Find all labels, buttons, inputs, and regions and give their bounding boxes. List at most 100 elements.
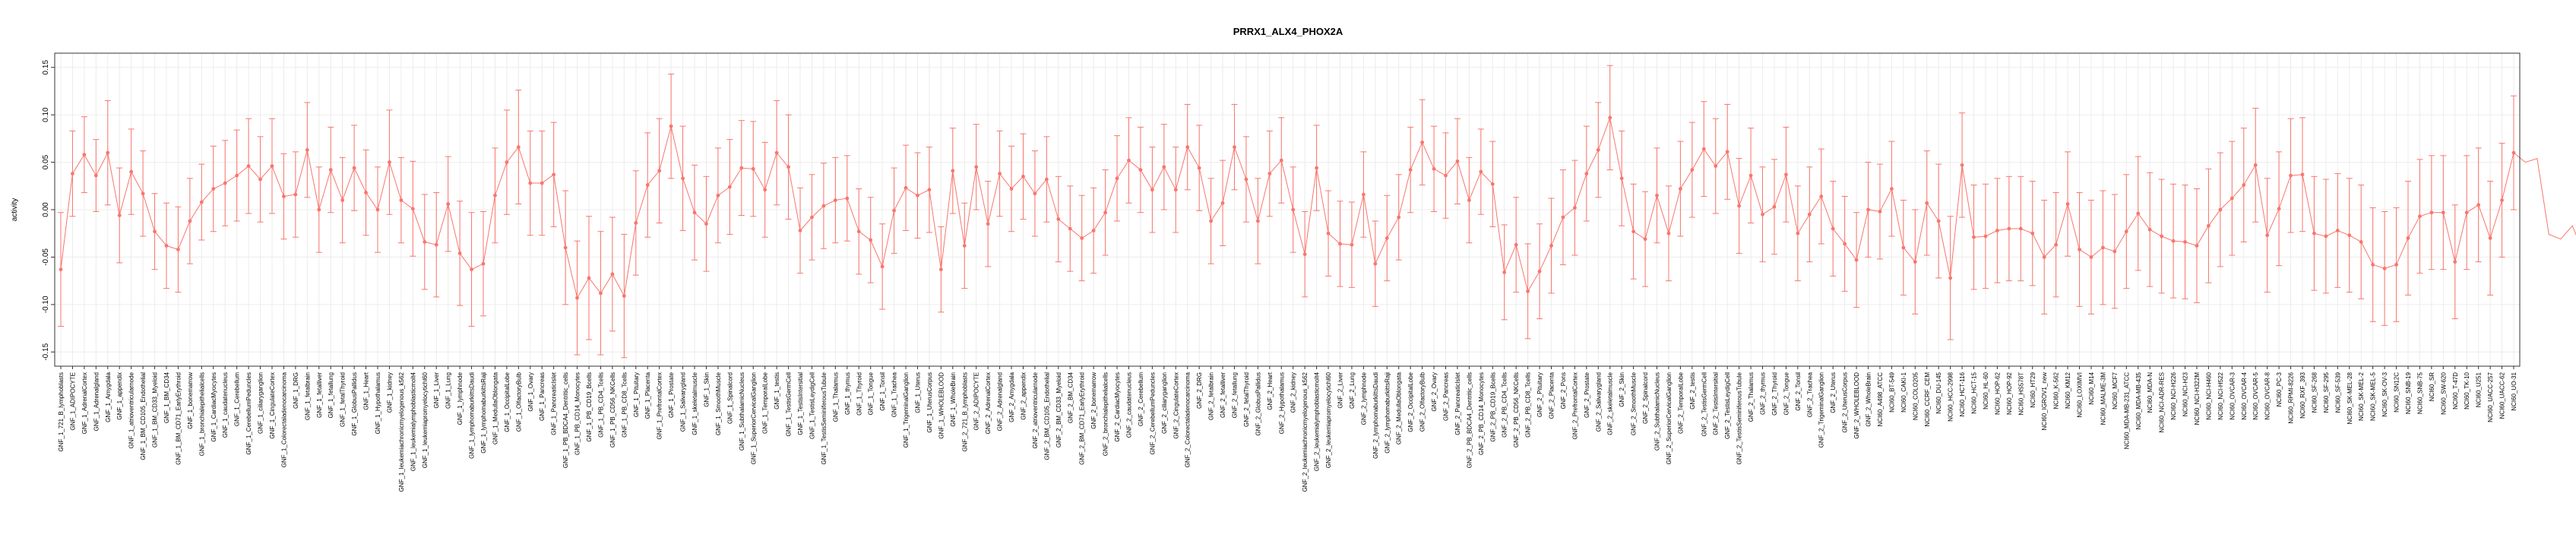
x-tick-label: GNF_2_Salivarygland — [1595, 372, 1602, 432]
x-tick-label: GNF_1_TestisSeminiferousTubule — [821, 372, 828, 464]
x-tick-label: GNF_2_leukemialymphoblasticmolt4 — [1314, 372, 1321, 471]
x-tick-label: GNF_1_Placenta — [644, 372, 651, 419]
data-point — [493, 193, 497, 198]
data-point — [1526, 289, 1530, 293]
y-axis-label: activity — [11, 198, 19, 222]
data-point — [305, 147, 309, 152]
data-point — [774, 150, 779, 155]
x-tick-label: NCI60_OVCAR-8 — [2264, 372, 2271, 419]
x-tick-label: GNF_1_Amygdala — [105, 372, 112, 422]
x-tick-label: GNF_2_CingulateCortex — [1172, 372, 1179, 439]
data-point — [481, 261, 486, 266]
data-point — [2030, 231, 2035, 236]
x-tick-label: GNF_2_lymphnode — [1360, 372, 1367, 425]
x-tick-label: GNF_1_UterusCorpus — [926, 372, 933, 433]
x-tick-label: GNF_1_caudatenucleus — [222, 372, 229, 438]
x-tick-label: GNF_1_PB_CD56_NKCells — [609, 372, 616, 447]
x-tick-label: GNF_1_fetallung — [328, 372, 334, 418]
data-point — [739, 166, 744, 170]
data-point — [856, 229, 861, 234]
x-tick-label: GNF_2_PB_CD4_Tcells — [1502, 372, 1508, 438]
x-tick-label: GNF_2_Uterus — [1830, 372, 1837, 413]
x-tick-label: GNF_1_bronchialepithelialcells — [198, 372, 205, 456]
x-tick-label: GNF_2_ADIPOCYTE — [973, 372, 980, 430]
x-tick-label: NCI60_SW-620 — [2440, 372, 2447, 414]
x-tick-label: GNF_1_lymphnode — [457, 372, 464, 425]
x-tick-label: GNF_1_BM_CD71_EarlyErythroid — [175, 372, 182, 465]
x-tick-label: NCI60_U251 — [2476, 372, 2483, 407]
x-tick-label: GNF_2_DRG — [1196, 372, 1203, 409]
data-point — [587, 276, 591, 280]
data-point — [117, 213, 122, 217]
data-point — [563, 245, 568, 250]
data-point — [399, 198, 403, 202]
data-point — [2488, 236, 2492, 240]
data-point — [2382, 267, 2387, 270]
x-tick-label: GNF_1_thymus — [844, 372, 851, 415]
x-tick-label: GNF_2_fetalThyroid — [1243, 372, 1250, 427]
x-tick-label: GNF_2_CardiacMyocytes — [1114, 372, 1121, 442]
x-tick-label: NCI60_UO-31 — [2511, 372, 2517, 410]
data-point — [1784, 172, 1788, 177]
x-tick-label: GNF_1_DRG — [293, 372, 299, 409]
x-tick-label: NCI60_DU-145 — [1935, 372, 1942, 413]
data-point — [2147, 227, 2152, 232]
x-tick-label: GNF_1_PB_BDCA4_Dentritic_cells — [562, 372, 569, 468]
data-point — [575, 296, 579, 300]
data-point — [2242, 183, 2246, 187]
x-tick-label: GNF_1_Salivarygland — [680, 372, 687, 432]
data-point — [2335, 229, 2340, 232]
data-point — [410, 207, 415, 211]
data-point — [2453, 260, 2457, 264]
x-tick-label: GNF_2_fetalbrain — [1208, 372, 1215, 420]
x-tick-label: GNF_2_lymphomaburkittsRaji — [1384, 372, 1391, 454]
x-tick-label: GNF_2_WholeBrain — [1866, 372, 1872, 427]
x-tick-label: GNF_2_caudatenucleus — [1125, 372, 1132, 438]
x-tick-label: GNF_1_CerebellumPeduncles — [245, 372, 252, 455]
data-point — [2089, 255, 2093, 259]
x-tick-label: GNF_1_bonemarrow — [187, 372, 194, 429]
data-point — [751, 166, 755, 171]
data-point — [1843, 242, 1847, 246]
data-point — [1033, 191, 1037, 196]
x-tick-label: GNF_1_GlobusPallidus — [351, 372, 358, 436]
x-tick-label: GNF_2_Pituitary — [1536, 372, 1543, 417]
data-point — [375, 207, 380, 212]
data-point — [141, 191, 145, 196]
data-point — [2441, 210, 2445, 215]
x-tick-label: GNF_1_BM_CD33_Myeloid — [152, 372, 159, 447]
x-tick-label: GNF_1_Uterus — [914, 372, 921, 413]
data-point — [317, 207, 321, 212]
data-point — [1748, 173, 1753, 178]
x-tick-label: GNF_1_lymphomaburkittsDaudi — [469, 372, 476, 459]
x-tick-label: GNF_1_TestisLeydigCell — [809, 372, 815, 439]
x-tick-label: GNF_2_thymus — [1760, 372, 1767, 415]
data-point — [763, 188, 767, 192]
data-point — [1279, 158, 1283, 163]
x-tick-label: NCI60_SF-268 — [2311, 372, 2318, 413]
x-tick-label: GNF_2_TestisIntersitial — [1713, 372, 1720, 435]
x-tick-label: GNF_1_Liver — [433, 372, 440, 409]
x-tick-label: GNF_2_PB_CD19_Bcells — [1489, 372, 1496, 442]
x-tick-label: GNF_1_lymphomaburkittsRaji — [480, 372, 487, 454]
data-point — [293, 192, 298, 197]
x-tick-label: GNF_2_SubthalamicNucleus — [1654, 372, 1661, 451]
x-tick-label: GNF_1_Trachea — [891, 372, 898, 417]
data-point — [1608, 115, 1612, 120]
x-tick-label: NCI60_COLO205 — [1912, 372, 1919, 420]
data-point — [1960, 163, 1964, 167]
data-point — [2229, 196, 2234, 201]
x-tick-label: NCI60_RPMI-8226 — [2288, 372, 2295, 423]
x-tick-label: NCI60_UACC-62 — [2499, 372, 2506, 419]
x-tick-label: GNF_2_fetalliver — [1220, 372, 1226, 418]
data-point — [998, 172, 1002, 175]
x-tick-label: GNF_2_Tongue — [1783, 372, 1790, 415]
data-point — [1185, 145, 1190, 150]
data-point — [1690, 168, 1695, 172]
data-point — [622, 294, 626, 299]
x-tick-label: NCI60_HOP-62 — [1994, 372, 2001, 415]
data-point — [2347, 233, 2352, 238]
data-point — [786, 165, 790, 169]
x-tick-label: GNF_1_Colorectaladenocarcinoma — [280, 372, 287, 467]
